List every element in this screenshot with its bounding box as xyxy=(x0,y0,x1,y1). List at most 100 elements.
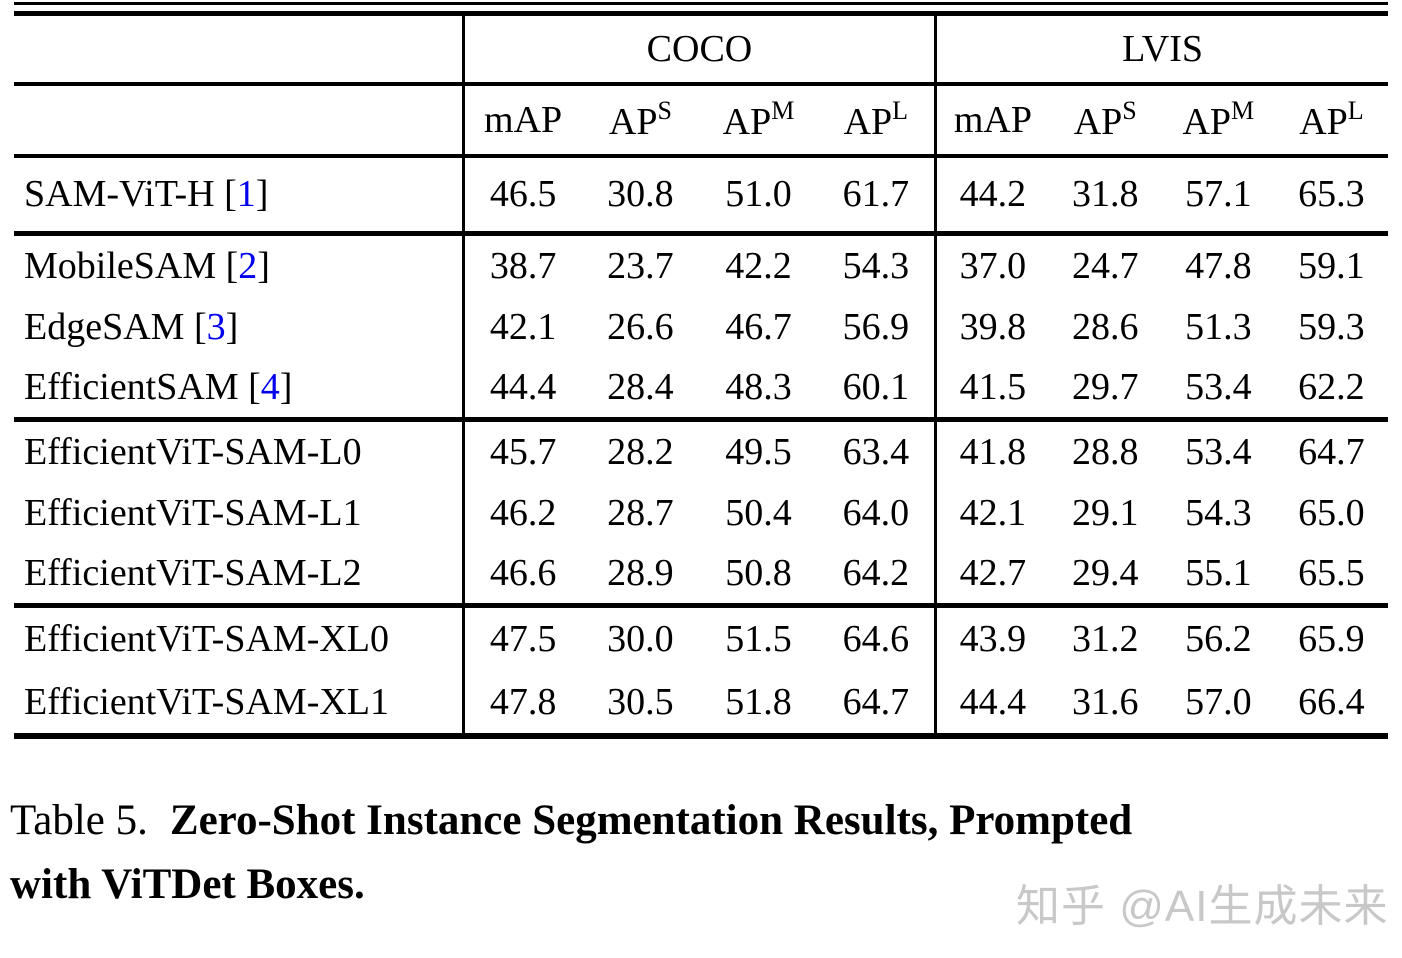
metric-value: 42.1 xyxy=(461,295,582,358)
model-name: SAM-ViT-H [1] xyxy=(24,173,269,216)
table-caption: Table 5. Zero-Shot Instance Segmentation … xyxy=(10,789,1402,917)
caption-title-line1: Zero-Shot Instance Segmentation Results,… xyxy=(169,796,1133,844)
metric-value: 46.5 xyxy=(461,155,582,234)
metric-value: 47.8 xyxy=(461,670,582,736)
metric-value: 28.6 xyxy=(1071,305,1139,348)
metric-value: 51.0 xyxy=(725,173,792,216)
metric-value: 54.3 xyxy=(842,244,910,287)
metric-value: 30.8 xyxy=(607,173,674,216)
col-header-lvis-apm: APM xyxy=(1182,95,1255,143)
metric-value: 53.4 xyxy=(1185,430,1252,473)
results-table: COCO LVIS mAP APS APM APL mAP APS APM APL SAM-V… xyxy=(14,11,1388,739)
metric-value: 51.5 xyxy=(725,618,792,661)
metric-value: 31.8 xyxy=(1071,173,1139,216)
metric-superscript: M xyxy=(771,95,795,125)
metric-value: 42.1 xyxy=(934,481,1049,544)
metric-value: 42.7 xyxy=(934,543,1049,606)
metric-value: 59.1 xyxy=(1298,244,1365,287)
metric-value: 56.9 xyxy=(842,305,910,348)
metric-value: 63.4 xyxy=(842,430,910,473)
metric-value: 29.4 xyxy=(1071,552,1139,595)
metric-value: 38.7 xyxy=(461,233,582,296)
metric-value: 29.1 xyxy=(1071,491,1139,534)
metric-value: 65.9 xyxy=(1298,618,1365,661)
group-header-row: COCO LVIS xyxy=(14,13,1388,84)
table-top-rule-thin xyxy=(14,2,1388,5)
metric-value: 51.8 xyxy=(725,680,792,723)
coco-group-header: COCO xyxy=(461,13,936,84)
model-name: EfficientViT-SAM-XL1 xyxy=(24,680,390,723)
empty-corner-cell xyxy=(14,84,463,156)
metric-value: 23.7 xyxy=(607,244,674,287)
citation-link[interactable]: 4 xyxy=(260,366,280,409)
table-row: EfficientViT-SAM-L1 46.2 28.7 50.4 64.0 42.1 2… xyxy=(14,481,1388,544)
model-name: EfficientViT-SAM-XL0 xyxy=(24,618,390,661)
metric-value: 50.4 xyxy=(725,491,792,534)
metric-value: 46.6 xyxy=(461,543,582,606)
table-row: EfficientViT-SAM-XL1 47.8 30.5 51.8 64.7 44.4… xyxy=(14,670,1388,736)
model-name: EfficientSAM [4] xyxy=(24,366,293,409)
citation-link[interactable]: 2 xyxy=(238,244,258,287)
metric-value: 28.8 xyxy=(1071,430,1139,473)
metric-value: 43.9 xyxy=(934,605,1049,671)
metric-value: 29.7 xyxy=(1071,366,1139,409)
results-table-zone: COCO LVIS mAP APS APM APL mAP APS APM APL SAM-V… xyxy=(14,2,1388,739)
metric-value: 28.4 xyxy=(607,366,674,409)
metric-value: 44.4 xyxy=(934,670,1049,736)
metric-value: 47.5 xyxy=(461,605,582,671)
citation-link[interactable]: 3 xyxy=(206,305,226,348)
metric-value: 30.5 xyxy=(607,680,674,723)
metric-value: 39.8 xyxy=(934,295,1049,358)
caption-title-line2: with ViTDet Boxes. xyxy=(10,860,365,908)
metric-value: 31.6 xyxy=(1071,680,1139,723)
metric-value: 44.4 xyxy=(461,357,582,420)
metric-value: 47.8 xyxy=(1185,244,1252,287)
metric-value: 44.2 xyxy=(934,155,1049,234)
table-row: EdgeSAM [3] 42.1 26.6 46.7 56.9 39.8 28.6 51.3 5… xyxy=(14,295,1388,358)
metric-value: 57.0 xyxy=(1185,680,1252,723)
metric-value: 57.1 xyxy=(1185,173,1252,216)
table-row: EfficientViT-SAM-L2 46.6 28.9 50.8 64.2 42.7 2… xyxy=(14,543,1388,606)
metric-value: 46.2 xyxy=(461,481,582,544)
watermark: 知乎 @AI生成未来 xyxy=(1016,882,1389,931)
metric-superscript: M xyxy=(1231,95,1255,125)
metric-value: 28.2 xyxy=(607,430,674,473)
metric-superscript: S xyxy=(657,95,672,125)
model-name: MobileSAM [2] xyxy=(24,244,270,287)
metric-value: 59.3 xyxy=(1298,305,1365,348)
metric-value: 37.0 xyxy=(934,233,1049,296)
col-header-coco-apl: APL xyxy=(843,95,909,143)
metric-value: 62.2 xyxy=(1298,366,1365,409)
col-header-lvis-aps: APS xyxy=(1073,95,1137,143)
empty-corner-cell xyxy=(14,14,463,84)
metric-value: 41.5 xyxy=(934,357,1049,420)
metric-superscript: L xyxy=(892,95,909,125)
lvis-group-header: LVIS xyxy=(934,13,1388,84)
metric-value: 65.3 xyxy=(1298,173,1365,216)
metric-value: 64.2 xyxy=(842,552,910,595)
metric-value: 41.8 xyxy=(934,419,1049,482)
metric-superscript: S xyxy=(1122,95,1137,125)
metric-value: 54.3 xyxy=(1185,491,1252,534)
metric-value: 65.0 xyxy=(1298,491,1365,534)
col-header-lvis-map: mAP xyxy=(934,83,1049,156)
metric-value: 42.2 xyxy=(725,244,792,287)
table-row: EfficientSAM [4] 44.4 28.4 48.3 60.1 41.5 29.7… xyxy=(14,357,1388,420)
caption-label: Table 5. xyxy=(10,796,148,844)
model-name: EfficientViT-SAM-L2 xyxy=(24,552,362,595)
metric-value: 26.6 xyxy=(607,305,674,348)
citation-link[interactable]: 1 xyxy=(236,173,256,216)
model-name: EfficientViT-SAM-L1 xyxy=(24,491,362,534)
metric-header-row: mAP APS APM APL mAP APS APM APL xyxy=(14,83,1388,156)
metric-value: 24.7 xyxy=(1071,244,1139,287)
metric-value: 45.7 xyxy=(461,419,582,482)
col-header-coco-map: mAP xyxy=(461,83,582,156)
table-row: EfficientViT-SAM-XL0 47.5 30.0 51.5 64.6 43.9… xyxy=(14,605,1388,671)
table-row: EfficientViT-SAM-L0 45.7 28.2 49.5 63.4 41.8 2… xyxy=(14,419,1388,482)
metric-value: 30.0 xyxy=(607,618,674,661)
model-name: EdgeSAM [3] xyxy=(24,305,239,348)
metric-value: 66.4 xyxy=(1298,680,1365,723)
metric-value: 48.3 xyxy=(725,366,792,409)
metric-value: 49.5 xyxy=(725,430,792,473)
